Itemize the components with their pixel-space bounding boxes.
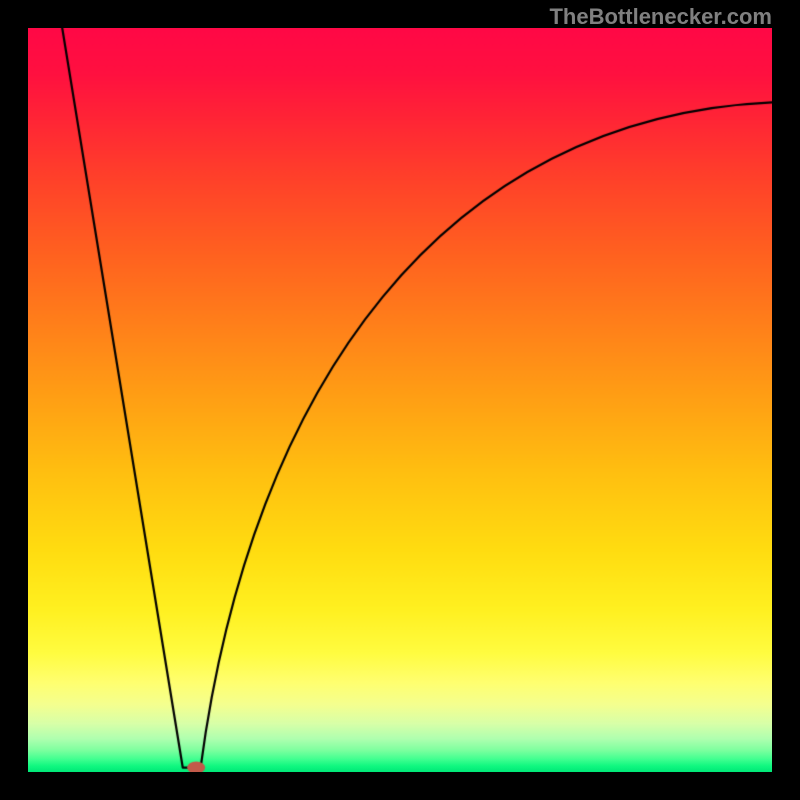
bottleneck-chart-canvas bbox=[28, 28, 772, 772]
watermark-text: TheBottlenecker.com bbox=[549, 4, 772, 30]
